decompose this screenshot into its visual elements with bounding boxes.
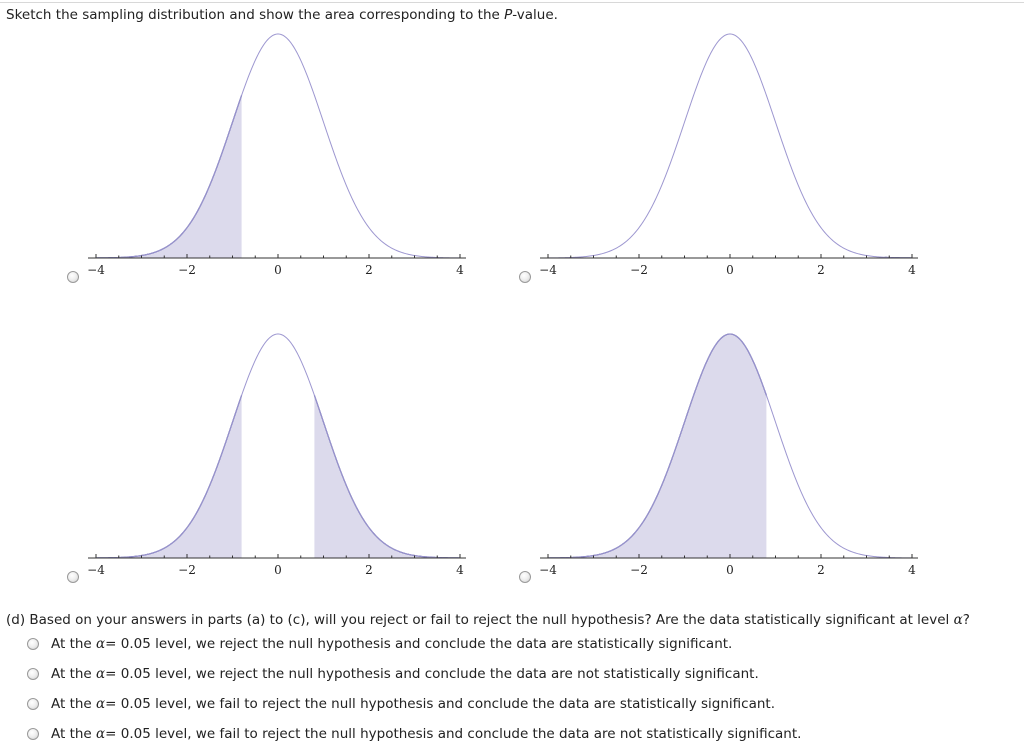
- shaded-region-1: [96, 395, 242, 558]
- question-text-before: (d) Based on your answers in parts (a) t…: [6, 612, 954, 628]
- x-tick-label: −2: [630, 563, 648, 577]
- x-tick-label: 2: [817, 563, 825, 577]
- answer-prefix: At the: [51, 666, 92, 682]
- answer-rest: = 0.05 level, we fail to reject the null…: [105, 696, 776, 712]
- prompt-text-before: Sketch the sampling distribution and sho…: [6, 7, 505, 23]
- radio-option-a[interactable]: [67, 271, 79, 283]
- x-tick-label: −2: [178, 263, 196, 277]
- prompt-text: Sketch the sampling distribution and sho…: [6, 7, 558, 23]
- answer-option-2[interactable]: At the α = 0.05 level, we reject the nul…: [27, 665, 759, 683]
- density-curve: [548, 333, 912, 559]
- radio-option-d[interactable]: [519, 571, 531, 583]
- alpha-symbol: α: [96, 666, 106, 682]
- answer-option-3[interactable]: At the α = 0.05 level, we fail to reject…: [27, 695, 775, 713]
- density-curve: [96, 333, 460, 559]
- x-tick-label: 4: [908, 263, 916, 277]
- p-symbol: P: [504, 7, 513, 23]
- shaded-region-1: [548, 334, 767, 558]
- x-tick-label: −4: [87, 263, 105, 277]
- plot-option-c: −4 −2 0 2 4: [87, 333, 466, 577]
- answer-radio-1[interactable]: [27, 638, 39, 650]
- answer-rest: = 0.05 level, we fail to reject the null…: [105, 726, 802, 742]
- x-tick-label: 2: [365, 263, 373, 277]
- x-tick-label: −4: [539, 563, 557, 577]
- answer-radio-4[interactable]: [27, 728, 39, 740]
- shaded-region-1: [96, 95, 242, 258]
- answer-option-1[interactable]: At the α = 0.05 level, we reject the nul…: [27, 635, 732, 653]
- answer-radio-2[interactable]: [27, 668, 39, 680]
- radio-option-c[interactable]: [67, 571, 79, 583]
- plot-option-b: −4 −2 0 2 4: [539, 33, 918, 277]
- answer-prefix: At the: [51, 636, 92, 652]
- answer-radio-3[interactable]: [27, 698, 39, 710]
- prompt-text-after: -value.: [512, 7, 558, 23]
- x-tick-label: 4: [908, 563, 916, 577]
- x-tick-label: −2: [630, 263, 648, 277]
- radio-option-b[interactable]: [519, 271, 531, 283]
- shaded-region-2: [314, 395, 460, 558]
- x-tick-label: −2: [178, 563, 196, 577]
- x-tick-label: 0: [726, 563, 734, 577]
- alpha-symbol: α: [96, 726, 106, 742]
- alpha-symbol: α: [96, 696, 106, 712]
- alpha-symbol: α: [96, 636, 106, 652]
- x-tick-label: −4: [539, 263, 557, 277]
- plot-option-a: −4 −2 0 2 4: [87, 33, 466, 277]
- answer-prefix: At the: [51, 726, 92, 742]
- question-text-after: ?: [962, 612, 970, 628]
- top-divider: [0, 2, 1024, 3]
- x-tick-label: 2: [817, 263, 825, 277]
- question-d-text: (d) Based on your answers in parts (a) t…: [6, 612, 970, 628]
- x-tick-label: 0: [274, 563, 282, 577]
- answer-rest: = 0.05 level, we reject the null hypothe…: [105, 666, 759, 682]
- alpha-symbol: α: [953, 612, 963, 628]
- answer-rest: = 0.05 level, we reject the null hypothe…: [105, 636, 733, 652]
- density-curve: [96, 33, 460, 259]
- x-tick-label: 0: [726, 263, 734, 277]
- x-tick-label: 4: [456, 563, 464, 577]
- density-curve: [548, 33, 912, 259]
- answer-prefix: At the: [51, 696, 92, 712]
- x-tick-label: 2: [365, 563, 373, 577]
- x-tick-label: 4: [456, 263, 464, 277]
- x-tick-label: 0: [274, 263, 282, 277]
- x-tick-label: −4: [87, 563, 105, 577]
- plot-option-d: −4 −2 0 2 4: [539, 333, 918, 577]
- answer-option-4[interactable]: At the α = 0.05 level, we fail to reject…: [27, 725, 801, 743]
